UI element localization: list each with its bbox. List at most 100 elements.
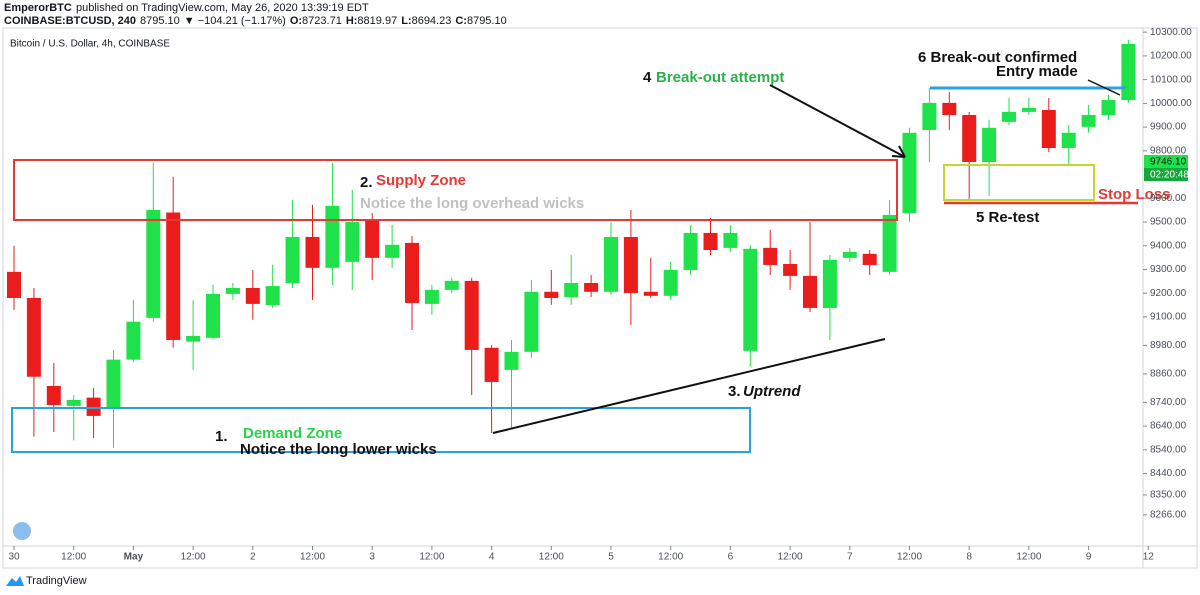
candle-body [464,280,479,350]
candle-body [1101,100,1116,115]
candle-body [225,287,240,294]
header-text: COINBASE:BTCUSD, 240 [4,15,136,27]
symbol-line: COINBASE:BTCUSD, 240 8795.10 ▼ −104.21 (−1… [4,15,507,27]
candle-body [942,102,957,115]
trendline [492,338,886,434]
arrow-head [891,145,906,158]
header-text: 8819.97 [357,15,397,27]
candle-body [703,232,718,251]
candle-body [365,219,380,258]
y-tick-label: 8540.00 [1150,444,1187,455]
header-text: ▼ −104.21 (−1.17%) [184,15,286,27]
y-tick-label: 9600.00 [1150,193,1187,204]
header-text: O: [290,15,302,27]
x-tick-label: 12:00 [897,552,922,563]
candle-body [166,212,181,340]
candle-body [1041,110,1056,148]
candle-body [803,275,817,308]
candle-body [1121,43,1136,101]
y-tick-label: 9300.00 [1150,264,1187,275]
x-tick-label: 12:00 [419,552,444,563]
header-text: 8694.23 [412,15,452,27]
candle-body [325,205,340,268]
y-tick-label: 9400.00 [1150,240,1187,251]
price-axis: 10300.00 10200.00 10100.00 10000.00 9900.00 9… [8,27,1192,563]
header-text: 8795.10 [467,15,507,27]
annotation: 6 Break-out confirmed [918,49,1077,66]
x-tick-label: 12:00 [658,552,683,563]
candle-body [663,269,678,296]
published: published on TradingView.com, May 26, 20… [76,2,369,14]
demand-zone [11,407,751,453]
candle-body [424,289,439,304]
price-label: 9746.10 [1150,157,1187,168]
candle-body [763,247,778,265]
candle-body [7,271,21,298]
candle-body [245,287,260,304]
annotation: 3. [728,383,741,400]
y-tick-label: 9500.00 [1150,217,1187,228]
candle-body [26,297,41,377]
x-tick-label: 12:00 [539,552,564,563]
candle-body [564,283,579,298]
candle-body [186,335,201,342]
countdown-box [1144,168,1188,181]
candle-body [305,236,320,268]
x-tick-label: 12:00 [1016,552,1041,563]
y-tick-label: 9100.00 [1150,312,1187,323]
candle-body [146,209,161,318]
candle-body [962,114,977,162]
y-tick-label: 10000.00 [1150,98,1192,109]
header-text: C: [455,15,467,27]
annotation: Notice the long lower wicks [240,441,437,458]
x-tick-label: 12 [1143,552,1155,563]
annotation: 2. [360,174,373,191]
candle-body [126,321,141,360]
countdown: 02:20:48 [1150,170,1189,181]
y-tick-label: 10100.00 [1150,74,1192,85]
x-tick-label: 8 [966,552,972,563]
y-tick-label: 8860.00 [1150,369,1187,380]
candle-body [584,283,599,292]
candle-body [982,127,997,162]
candle-body [623,236,638,293]
x-tick-label: 3 [369,552,375,563]
annotation: Uptrend [743,383,801,400]
annotation: 4 [643,69,652,86]
annotation: Notice the long overhead wicks [360,195,584,212]
annotation: Supply Zone [376,172,466,189]
header-text: L: [401,15,411,27]
y-tick-label: 8740.00 [1150,397,1187,408]
y-tick-label: 9800.00 [1150,145,1187,156]
candle-body [106,359,121,409]
tv-badge [13,522,31,540]
candle-body [922,102,937,130]
annotation: 1. [215,428,228,445]
candle-body [206,293,220,338]
arrow [769,84,906,158]
x-tick-label: 4 [489,552,495,563]
y-tick-label: 10300.00 [1150,27,1192,38]
x-tick-label: 7 [847,552,853,563]
candle-body [524,291,539,352]
candle-body [783,264,798,276]
candle-body [1081,114,1096,127]
x-tick-label: 12:00 [300,552,325,563]
annotation: Demand Zone [243,425,342,442]
candle-body [46,386,61,405]
candle-body [66,400,81,406]
candle-body [544,291,559,298]
candle-body [1021,107,1036,112]
annotation: Break-out attempt [656,69,784,86]
y-tick-label: 9200.00 [1150,288,1187,299]
annotation: Entry made [996,63,1078,80]
x-tick-label: 6 [728,552,734,563]
candle-body [683,232,698,270]
candle-body [902,132,917,214]
chart-frame [2,27,1198,569]
candle-body [484,347,499,382]
candle-body [862,253,877,265]
candle-body [504,351,519,370]
y-tick-label: 10200.00 [1150,51,1192,62]
